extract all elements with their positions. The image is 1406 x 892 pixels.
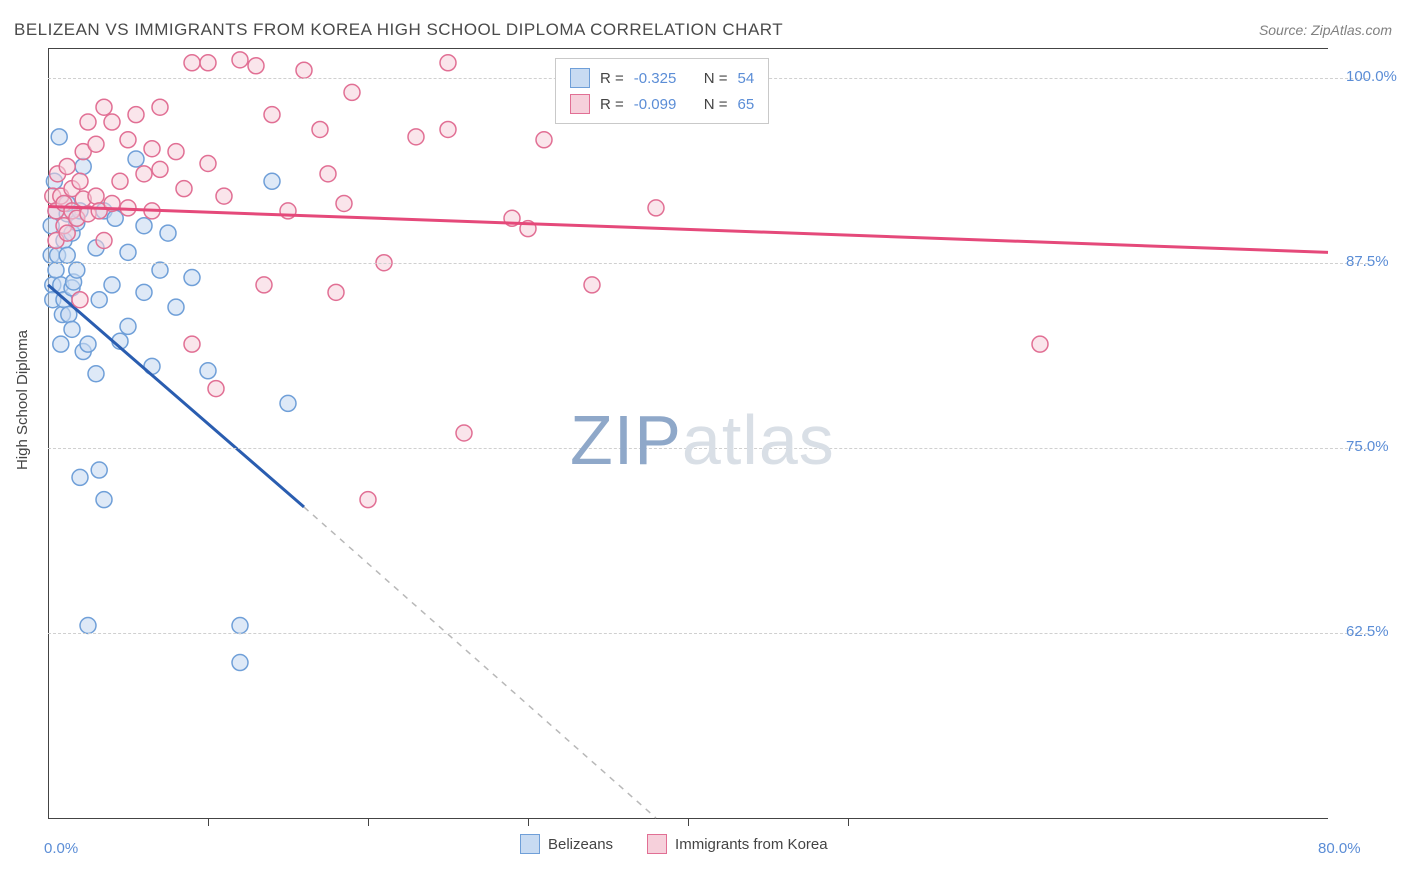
legend-series: Belizeans Immigrants from Korea [520, 834, 828, 854]
x-tick [368, 818, 369, 826]
gridlines: 62.5%75.0%87.5%100.0%0.0%80.0% [48, 48, 1328, 818]
x-tick [208, 818, 209, 826]
x-tick [688, 818, 689, 826]
y-tick-label: 75.0% [1346, 438, 1389, 455]
source-prefix: Source: [1259, 22, 1311, 38]
y-tick-label: 87.5% [1346, 253, 1389, 270]
r-value: -0.325 [634, 70, 694, 87]
header: BELIZEAN VS IMMIGRANTS FROM KOREA HIGH S… [14, 18, 1392, 42]
n-label: N = [704, 70, 728, 87]
gridline [48, 263, 1368, 264]
y-tick-label: 100.0% [1346, 68, 1397, 85]
legend-item-belizeans: Belizeans [520, 834, 613, 854]
chart-title: BELIZEAN VS IMMIGRANTS FROM KOREA HIGH S… [14, 20, 783, 40]
legend-stats: R = -0.325 N = 54 R = -0.099 N = 65 [555, 58, 769, 124]
x-tick-label: 0.0% [44, 840, 78, 857]
r-value: -0.099 [634, 96, 694, 113]
source-label: Source: ZipAtlas.com [1259, 22, 1392, 38]
r-label: R = [600, 70, 624, 87]
gridline [48, 633, 1368, 634]
x-tick-label: 80.0% [1318, 840, 1361, 857]
legend-label: Belizeans [548, 836, 613, 853]
n-value: 65 [738, 96, 755, 113]
n-value: 54 [738, 70, 755, 87]
legend-swatch [647, 834, 667, 854]
legend-item-korea: Immigrants from Korea [647, 834, 828, 854]
x-tick [848, 818, 849, 826]
y-tick-label: 62.5% [1346, 623, 1389, 640]
legend-swatch [570, 94, 590, 114]
r-label: R = [600, 96, 624, 113]
gridline [48, 448, 1368, 449]
legend-swatch [520, 834, 540, 854]
y-axis-label: High School Diploma [14, 330, 31, 470]
legend-stats-row-belizeans: R = -0.325 N = 54 [570, 65, 754, 91]
legend-swatch [570, 68, 590, 88]
x-tick [528, 818, 529, 826]
legend-stats-row-korea: R = -0.099 N = 65 [570, 91, 754, 117]
source-name: ZipAtlas.com [1311, 22, 1392, 38]
n-label: N = [704, 96, 728, 113]
legend-label: Immigrants from Korea [675, 836, 828, 853]
